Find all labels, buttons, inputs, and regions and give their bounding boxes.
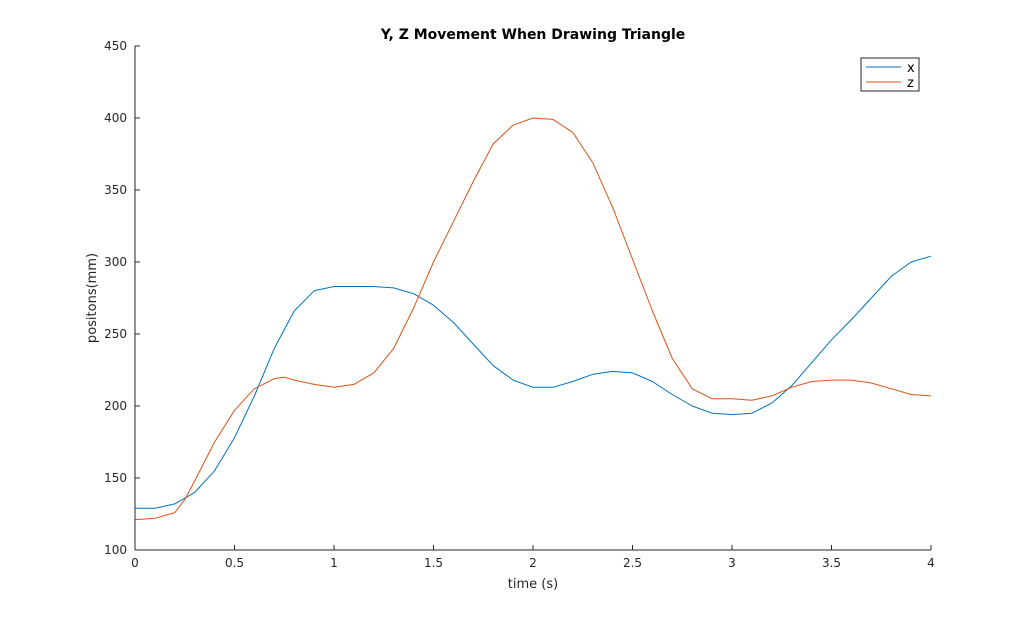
y-tick-label: 150: [104, 471, 127, 485]
y-tick-label: 300: [104, 255, 127, 269]
x-tick-label: 1: [330, 556, 338, 570]
series-line-x: [135, 255, 932, 509]
x-tick-label: 2.5: [623, 556, 642, 570]
x-tick-label: 3: [728, 556, 736, 570]
y-tick-label: 100: [104, 543, 127, 557]
legend-box: [860, 57, 920, 92]
y-tick-label: 250: [104, 327, 127, 341]
y-tick-label: 400: [104, 111, 127, 125]
legend: xz: [860, 57, 920, 92]
x-tick-label: 1.5: [424, 556, 443, 570]
x-tick-label: 2: [529, 556, 537, 570]
chart-title: Y, Z Movement When Drawing Triangle: [380, 27, 686, 43]
y-tick-label: 200: [104, 399, 127, 413]
legend-label-z: z: [907, 76, 914, 91]
x-tick-label: 4: [927, 556, 935, 570]
x-tick-label: 3.5: [822, 556, 841, 570]
x-axis-label: time (s): [508, 577, 558, 592]
legend-label-x: x: [907, 61, 915, 76]
y-axis-label: positons(mm): [85, 253, 100, 343]
x-tick-label: 0.5: [225, 556, 244, 570]
plot-area: [134, 117, 932, 521]
y-tick-label: 350: [104, 183, 127, 197]
y-tick-label: 450: [104, 39, 127, 53]
x-tick-label: 0: [131, 556, 139, 570]
axes: 0 0.5 1 1.5 2 2.5 3 3.5 4 100 150 200 250 300 350 400 45…: [104, 39, 935, 570]
series-line-z: [134, 117, 932, 521]
